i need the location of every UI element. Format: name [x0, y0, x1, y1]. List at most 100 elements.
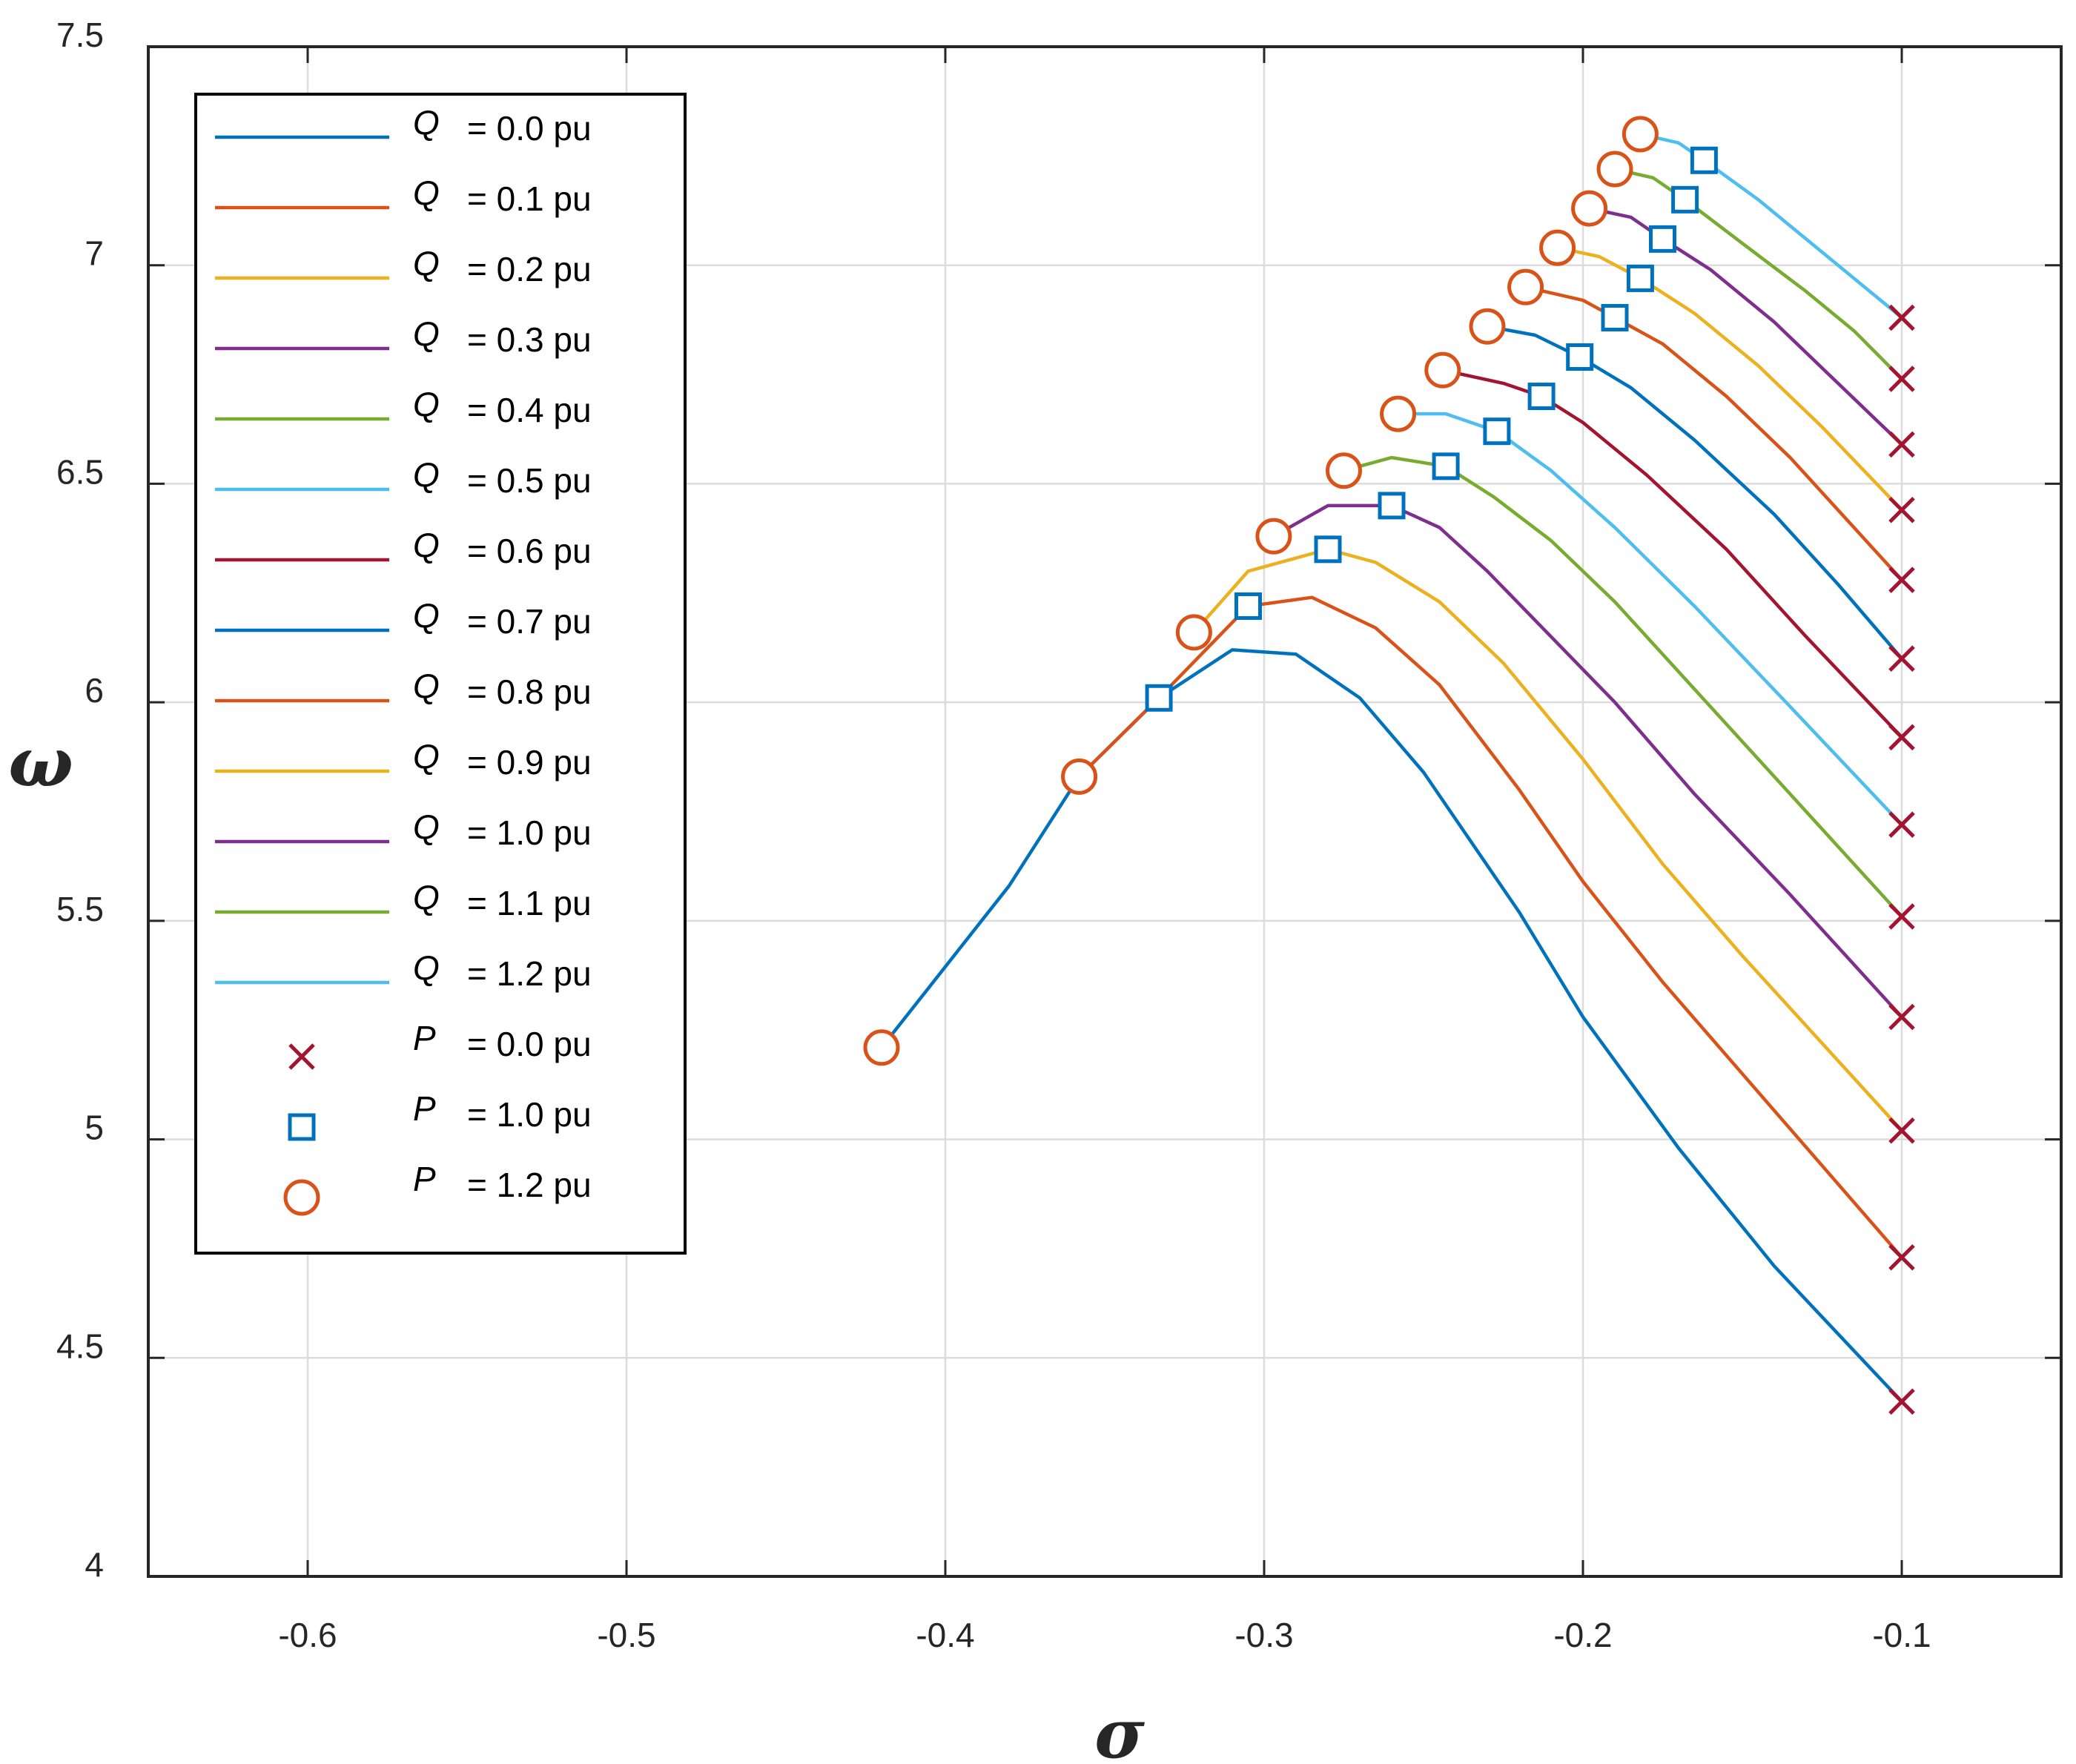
series-line-10 — [1589, 206, 1903, 446]
series-line-07 — [1487, 324, 1903, 660]
marker-circle — [1571, 190, 1608, 227]
x-tick-label: -0.5 — [597, 1616, 655, 1654]
y-axis-label: ω — [8, 722, 73, 802]
marker-square — [1432, 452, 1460, 480]
marker-square — [1601, 303, 1629, 331]
legend-label: = 0.4 pu — [467, 391, 592, 429]
marker-square — [1626, 264, 1654, 292]
legend-label: = 0.0 pu — [467, 1025, 592, 1063]
series-line-01 — [1078, 595, 1903, 1259]
marker-x — [1888, 497, 1915, 523]
marker-circle — [1469, 308, 1506, 345]
y-tick-label: 7 — [85, 234, 104, 273]
legend-label: = 0.2 pu — [467, 250, 592, 288]
series-line-08 — [1525, 285, 1903, 581]
legend-var: Q — [413, 174, 440, 212]
marker-x — [1888, 1003, 1915, 1031]
legend-label: = 1.0 pu — [467, 813, 592, 852]
marker-x — [1888, 1117, 1915, 1144]
legend-entry: P = 1.0 pu — [288, 1089, 592, 1141]
y-tick-label: 6 — [85, 671, 104, 710]
legend-var: P — [413, 1089, 436, 1128]
series-line-11 — [1614, 167, 1903, 380]
legend-label: = 1.0 pu — [467, 1095, 592, 1134]
legend-label: = 1.2 pu — [467, 954, 592, 993]
marker-x — [1888, 566, 1915, 593]
legend-entry: Q = 0.7 pu — [215, 596, 592, 641]
marker-x — [1888, 811, 1915, 838]
marker-circle — [1326, 452, 1362, 489]
legend-label: = 0.0 pu — [467, 109, 592, 148]
legend-entry: Q = 1.1 pu — [215, 878, 592, 922]
marker-circle — [1061, 758, 1098, 795]
series-line-09 — [1557, 245, 1903, 512]
x-tick-label: -0.4 — [916, 1616, 974, 1654]
legend-label: = 1.1 pu — [467, 884, 592, 922]
legend-var: Q — [413, 526, 440, 564]
y-tick-label: 4.5 — [56, 1327, 104, 1365]
marker-x — [1888, 1243, 1915, 1271]
marker-x — [1888, 724, 1915, 751]
marker-square — [1234, 592, 1262, 620]
legend-entry: Q = 0.3 pu — [215, 314, 592, 359]
legend-swatch — [288, 1113, 316, 1141]
plot-frame — [147, 45, 2063, 1578]
marker-square — [1483, 417, 1511, 446]
series-line-05 — [1398, 412, 1903, 826]
x-tick-label: -0.6 — [278, 1616, 337, 1654]
legend-entry: Q = 0.1 pu — [215, 174, 592, 218]
legend-label: = 0.1 pu — [467, 179, 592, 218]
marker-square — [1378, 492, 1406, 520]
legend-var: Q — [413, 596, 440, 635]
legend-entry: Q = 0.8 pu — [215, 667, 592, 711]
legend-label: = 0.8 pu — [467, 673, 592, 711]
legend-entry: P = 0.0 pu — [288, 1019, 592, 1070]
legend-label: = 0.3 pu — [467, 320, 592, 359]
legend-swatch — [288, 1043, 315, 1070]
legend-var: Q — [413, 878, 440, 916]
legend-label: = 1.2 pu — [467, 1166, 592, 1204]
legend-entry: Q = 0.5 pu — [215, 455, 592, 500]
marker-circle — [1539, 229, 1576, 266]
x-axis-ticks: -0.6 -0.5 -0.4 -0.3 -0.2 -0.1 — [278, 47, 1931, 1654]
legend-entry: Q = 0.0 pu — [215, 103, 592, 148]
marker-circle — [863, 1029, 900, 1066]
legend-entry: Q = 1.2 pu — [215, 948, 592, 993]
marker-square — [1649, 225, 1676, 253]
legend-var: P — [413, 1019, 436, 1057]
legend-label: = 0.9 pu — [467, 743, 592, 782]
legend-var: Q — [413, 455, 440, 494]
legend-var: Q — [413, 807, 440, 846]
legend-var: P — [413, 1160, 436, 1198]
marker-circle — [1255, 518, 1292, 555]
marker-square — [1566, 343, 1594, 371]
legend-entry: Q = 0.6 pu — [215, 526, 592, 570]
legend-entry: Q = 1.0 pu — [215, 807, 592, 852]
y-tick-label: 5.5 — [56, 890, 104, 928]
legend-var: Q — [413, 948, 440, 987]
y-tick-label: 6.5 — [56, 452, 104, 491]
marker-x — [1888, 366, 1915, 392]
marker-circle — [1622, 116, 1659, 153]
y-tick-label: 4 — [85, 1545, 104, 1584]
y-axis-ticks: 4 4.5 5 5.5 6 6.5 7 7.5 — [56, 16, 2061, 1584]
marker-circle — [1380, 395, 1417, 432]
series-line-03 — [1272, 503, 1903, 1019]
marker-square — [1690, 146, 1718, 174]
legend-label: = 0.5 pu — [467, 461, 592, 500]
marker-circle — [1596, 151, 1633, 188]
legend-entry: Q = 0.9 pu — [215, 737, 592, 782]
legend-label: = 0.7 pu — [467, 602, 592, 641]
series-line-02 — [1192, 547, 1903, 1132]
marker-circle — [1424, 351, 1461, 389]
legend-var: Q — [413, 667, 440, 705]
marker-x — [1888, 431, 1915, 458]
marker-x — [1888, 304, 1915, 331]
legend-entry: Q = 0.4 pu — [215, 385, 592, 429]
legend-label: = 0.6 pu — [467, 532, 592, 570]
legend-var: Q — [413, 385, 440, 423]
marker-circle — [1507, 268, 1544, 305]
legend-var: Q — [413, 314, 440, 353]
series-line-06 — [1442, 369, 1903, 739]
